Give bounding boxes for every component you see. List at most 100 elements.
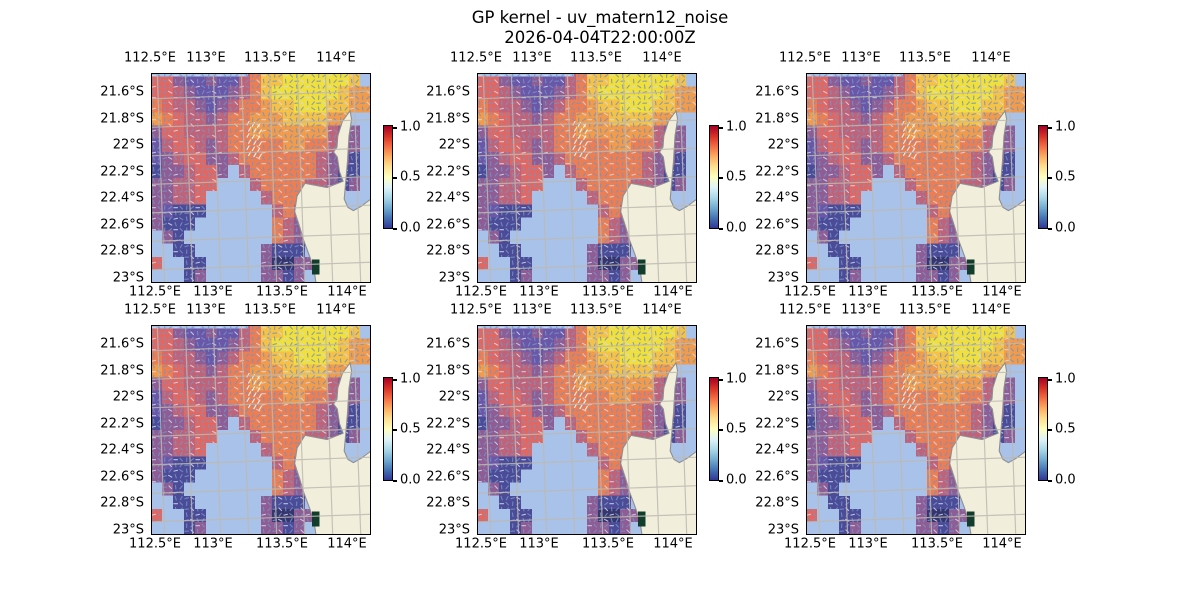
x-tick-label-top-r2c2: 113.5°E	[570, 302, 622, 318]
map-canvas-r1c1	[151, 73, 371, 283]
x-tick-label-bottom-r2c2: 113.5°E	[582, 536, 634, 552]
graticule-layer	[477, 73, 697, 283]
y-tick-label-r2c3: 22.6°S	[755, 469, 799, 484]
colorbar-tick-mark	[719, 228, 723, 230]
quiver-white-cluster	[572, 372, 588, 411]
colorbar-tick-label-r2c2: 1.0	[726, 371, 747, 387]
map-border	[151, 325, 371, 535]
colorbar-r2c3	[1038, 377, 1052, 482]
colorbar-tick-label-r2c3: 0.0	[1055, 472, 1076, 488]
y-tick-label-r1c3: 22.2°S	[755, 164, 799, 179]
x-tick-label-top-r1c3: 114°E	[971, 50, 1011, 66]
x-tick-label-bottom-r1c2: 113°E	[519, 284, 559, 300]
map-canvas-r2c2	[477, 325, 697, 535]
station-marker	[638, 259, 646, 275]
y-tick-label-r2c2: 22.2°S	[426, 416, 470, 431]
colorbar-tick-mark	[719, 429, 723, 431]
y-tick-label-r2c1: 21.8°S	[100, 363, 144, 378]
colorbar-tick-label-r2c2: 0.5	[726, 421, 747, 437]
y-tick-label-r2c2: 22°S	[438, 389, 470, 405]
y-tick-label-r1c1: 23°S	[112, 270, 144, 285]
map-canvas-r2c1	[151, 325, 371, 535]
y-tick-label-r1c2: 22.6°S	[426, 217, 470, 232]
map-border	[806, 325, 1026, 535]
quiver-white-cluster	[246, 372, 262, 411]
x-tick-label-top-r2c3: 112.5°E	[779, 302, 831, 318]
x-tick-label-top-r2c3: 113.5°E	[899, 302, 951, 318]
y-tick-label-r2c2: 21.6°S	[426, 336, 470, 352]
colorbar-tick-mark	[393, 480, 397, 482]
colorbar-tick-mark	[719, 379, 723, 381]
quiver-white-cluster	[901, 372, 917, 411]
colorbar-tick-mark	[719, 480, 723, 482]
y-tick-label-r1c1: 22.6°S	[100, 217, 144, 232]
y-tick-label-r2c1: 21.6°S	[100, 336, 144, 352]
x-tick-label-top-r1c2: 112.5°E	[450, 50, 502, 66]
graticule-layer	[806, 325, 1026, 535]
x-tick-label-top-r2c2: 114°E	[642, 302, 682, 318]
y-tick-label-r2c1: 22.2°S	[100, 416, 144, 431]
x-tick-label-bottom-r1c1: 114°E	[327, 284, 367, 300]
y-tick-label-r2c1: 22°S	[112, 389, 144, 405]
colorbar-tick-mark	[393, 127, 397, 129]
map-canvas-r2c3	[806, 325, 1026, 535]
x-tick-label-top-r1c1: 113.5°E	[244, 50, 296, 66]
colorbar-tick-mark	[393, 228, 397, 230]
x-tick-label-bottom-r1c3: 114°E	[982, 284, 1022, 300]
x-tick-label-top-r2c2: 112.5°E	[450, 302, 502, 318]
x-tick-label-bottom-r1c1: 113°E	[193, 284, 233, 300]
colorbar-tick-label-r2c3: 1.0	[1055, 371, 1076, 387]
x-tick-label-bottom-r2c3: 113.5°E	[911, 536, 963, 552]
colorbar-tick-label-r1c1: 0.0	[400, 220, 421, 236]
x-tick-label-top-r2c1: 113.5°E	[244, 302, 296, 318]
y-tick-label-r1c1: 21.8°S	[100, 111, 144, 126]
colorbar-tick-mark	[1048, 127, 1052, 129]
colorbar-tick-label-r1c2: 0.0	[726, 220, 747, 236]
x-tick-label-top-r2c1: 113°E	[186, 302, 226, 318]
x-tick-label-bottom-r2c1: 114°E	[327, 536, 367, 552]
y-tick-label-r2c3: 22.8°S	[755, 495, 799, 511]
y-tick-label-r1c1: 22°S	[112, 137, 144, 153]
land-polygon	[294, 109, 371, 283]
station-marker	[312, 511, 320, 527]
graticule-layer	[477, 325, 697, 535]
colorbar-tick-label-r1c2: 0.5	[726, 169, 747, 185]
station-marker	[967, 511, 975, 527]
x-tick-label-top-r1c2: 113°E	[512, 50, 552, 66]
land-polygon	[949, 361, 1026, 535]
y-tick-label-r2c2: 22.8°S	[426, 495, 470, 511]
y-tick-label-r1c2: 22.8°S	[426, 243, 470, 259]
station-marker	[967, 259, 975, 275]
figure-subtitle: 2026-04-04T22:00:00Z	[504, 28, 696, 47]
colorbar-tick-mark	[1048, 480, 1052, 482]
colorbar-tick-label-r2c1: 1.0	[400, 371, 421, 387]
y-tick-label-r2c3: 22.2°S	[755, 416, 799, 431]
graticule-layer	[806, 73, 1026, 283]
y-tick-label-r2c1: 22.6°S	[100, 469, 144, 484]
y-tick-label-r1c3: 21.8°S	[755, 111, 799, 126]
y-tick-label-r2c2: 23°S	[438, 522, 470, 537]
colorbar-tick-mark	[393, 429, 397, 431]
land-polygon	[620, 361, 697, 535]
figure-title: GP kernel - uv_matern12_noise	[471, 8, 729, 27]
x-tick-label-top-r1c1: 112.5°E	[124, 50, 176, 66]
y-tick-label-r2c1: 22.4°S	[100, 442, 144, 458]
y-tick-label-r2c1: 22.8°S	[100, 495, 144, 511]
x-tick-label-bottom-r2c1: 113°E	[193, 536, 233, 552]
y-tick-label-r2c2: 22.6°S	[426, 469, 470, 484]
x-tick-label-top-r2c3: 114°E	[971, 302, 1011, 318]
y-tick-label-r1c1: 22.8°S	[100, 243, 144, 259]
y-tick-label-r1c1: 22.4°S	[100, 190, 144, 206]
y-tick-label-r1c2: 21.6°S	[426, 84, 470, 100]
y-tick-label-r1c1: 21.6°S	[100, 84, 144, 100]
x-tick-label-bottom-r2c2: 113°E	[519, 536, 559, 552]
y-tick-label-r1c1: 22.2°S	[100, 164, 144, 179]
x-tick-label-bottom-r2c1: 112.5°E	[129, 536, 181, 552]
x-tick-label-top-r2c3: 113°E	[841, 302, 881, 318]
colorbar-r2c2	[709, 377, 723, 482]
x-tick-label-bottom-r2c2: 114°E	[653, 536, 693, 552]
x-tick-label-top-r2c1: 112.5°E	[124, 302, 176, 318]
y-tick-label-r1c3: 22.8°S	[755, 243, 799, 259]
colorbar-tick-mark	[393, 177, 397, 179]
